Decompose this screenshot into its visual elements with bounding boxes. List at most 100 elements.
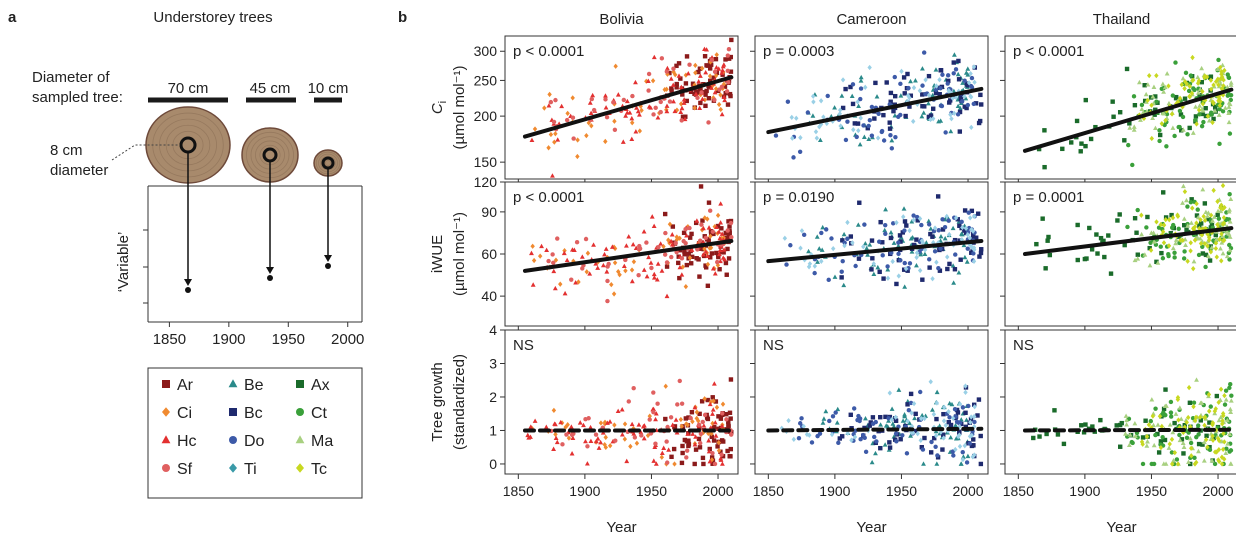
point-1-1-1-32 [857, 200, 862, 205]
point-2-2-1-59 [1191, 400, 1197, 405]
point-2-2-1-56 [1174, 457, 1180, 462]
point-0-0-1-39 [630, 120, 635, 126]
point-1-1-1-14 [957, 223, 962, 228]
point-2-1-0-37 [949, 401, 955, 407]
point-0-1-3-21 [917, 88, 923, 94]
legend-label-Sf: Sf [177, 461, 193, 478]
panel-frame-1-0 [504, 181, 739, 327]
point-2-2-3-23 [1205, 444, 1210, 450]
point-1-1-1-60 [970, 248, 975, 254]
point-1-2-2-47 [1205, 253, 1211, 258]
point-1-2-2-15 [1211, 214, 1217, 219]
point-0-0-3-40 [667, 99, 673, 104]
point-0-2-3-54 [1216, 98, 1221, 104]
point-0-2-0-1 [1153, 107, 1158, 112]
point-1-0-2-1 [651, 223, 657, 228]
row-label-2: Tree growth [429, 362, 446, 441]
point-0-0-2-62 [615, 92, 621, 97]
point-0-1-1-12 [872, 116, 877, 121]
point-2-0-0-31 [718, 449, 723, 454]
point-0-0-2-21 [703, 69, 709, 75]
point-0-0-3-41 [653, 105, 658, 111]
point-1-1-0-24 [902, 284, 908, 289]
point-1-2-0-17 [1102, 254, 1107, 260]
point-0-1-3-0 [899, 68, 904, 74]
point-1-1-3-1 [901, 214, 906, 220]
point-0-2-3-45 [1204, 74, 1210, 80]
point-1-2-1-20 [1170, 225, 1175, 230]
point-2-2-3-67 [1140, 441, 1145, 447]
point-2-1-3-23 [829, 431, 835, 438]
point-0-2-3-50 [1195, 80, 1201, 86]
point-0-1-2-31 [943, 130, 948, 135]
point-0-2-0-41 [1211, 116, 1216, 122]
point-0-0-2-5 [587, 100, 593, 105]
point-1-1-3-50 [798, 245, 803, 251]
point-2-2-2-4 [1218, 414, 1224, 420]
point-1-2-3-45 [1220, 221, 1226, 227]
point-1-1-0-65 [922, 251, 928, 256]
point-2-1-3-6 [950, 415, 956, 421]
point-1-0-2-42 [626, 234, 632, 239]
point-0-1-0-28 [957, 105, 963, 111]
point-0-2-2-43 [1161, 89, 1167, 94]
point-0-0-2-50 [697, 73, 703, 78]
point-2-1-2-50 [874, 439, 879, 444]
row-label-main-2: Tree growth [429, 362, 446, 441]
point-2-2-0-19 [1158, 439, 1164, 444]
point-2-0-1-45 [709, 431, 714, 437]
point-1-2-2-18 [1218, 246, 1223, 251]
point-1-1-3-20 [894, 220, 899, 226]
point-1-1-1-58 [957, 238, 962, 243]
point-2-0-2-48 [631, 431, 637, 436]
point-0-0-2-1 [685, 71, 691, 76]
point-1-0-3-2 [698, 238, 703, 243]
point-0-1-0-49 [948, 128, 954, 134]
stat-label-2-0: NS [513, 337, 534, 354]
point-1-1-0-67 [909, 219, 915, 224]
point-1-2-1-65 [1196, 252, 1202, 258]
point-0-2-3-46 [1154, 73, 1159, 79]
scatter-points-0-0 [529, 37, 734, 178]
point-0-0-1-36 [673, 72, 678, 78]
point-2-2-3-29 [1219, 461, 1225, 467]
point-0-1-2-57 [791, 155, 796, 160]
point-1-0-1-3 [674, 236, 680, 243]
point-1-1-2-51 [919, 222, 924, 228]
point-0-1-0-13 [955, 103, 961, 109]
point-0-0-2-48 [603, 105, 609, 110]
point-0-1-3-48 [830, 118, 835, 124]
point-1-1-2-57 [845, 236, 850, 241]
point-0-1-2-18 [858, 86, 864, 91]
point-2-2-3-25 [1172, 449, 1178, 456]
point-1-0-0-4 [686, 251, 691, 256]
point-2-1-2-11 [830, 414, 836, 419]
point-1-0-2-59 [564, 257, 570, 263]
point-2-1-3-47 [849, 437, 854, 443]
point-0-1-3-22 [907, 95, 912, 101]
point-2-0-0-47 [727, 410, 733, 415]
point-0-2-1-36 [1227, 131, 1233, 136]
stat-label-1-0: p < 0.0001 [513, 189, 584, 206]
point-2-0-0-34 [697, 445, 703, 450]
point-0-0-2-23 [676, 73, 682, 78]
point-0-0-0-8 [711, 75, 716, 80]
point-2-1-0-71 [869, 459, 875, 465]
point-1-2-0-38 [1161, 190, 1166, 195]
point-2-2-3-38 [1202, 422, 1207, 429]
point-0-2-3-10 [1219, 71, 1224, 77]
point-0-1-0-67 [908, 78, 913, 84]
point-0-1-2-39 [850, 82, 856, 87]
point-0-2-3-32 [1215, 76, 1221, 82]
point-1-2-0-33 [1176, 234, 1182, 239]
xtick-label-1-0: 1850 [753, 483, 784, 499]
point-0-0-2-82 [623, 113, 629, 118]
point-0-0-1-34 [637, 128, 643, 134]
point-1-2-3-10 [1166, 243, 1172, 249]
point-1-0-0-24 [723, 230, 728, 236]
point-1-0-0-29 [709, 251, 715, 256]
point-2-0-2-71 [636, 422, 642, 427]
point-2-2-3-62 [1216, 457, 1221, 463]
point-1-1-3-21 [970, 228, 976, 234]
point-2-1-1-47 [946, 419, 951, 425]
